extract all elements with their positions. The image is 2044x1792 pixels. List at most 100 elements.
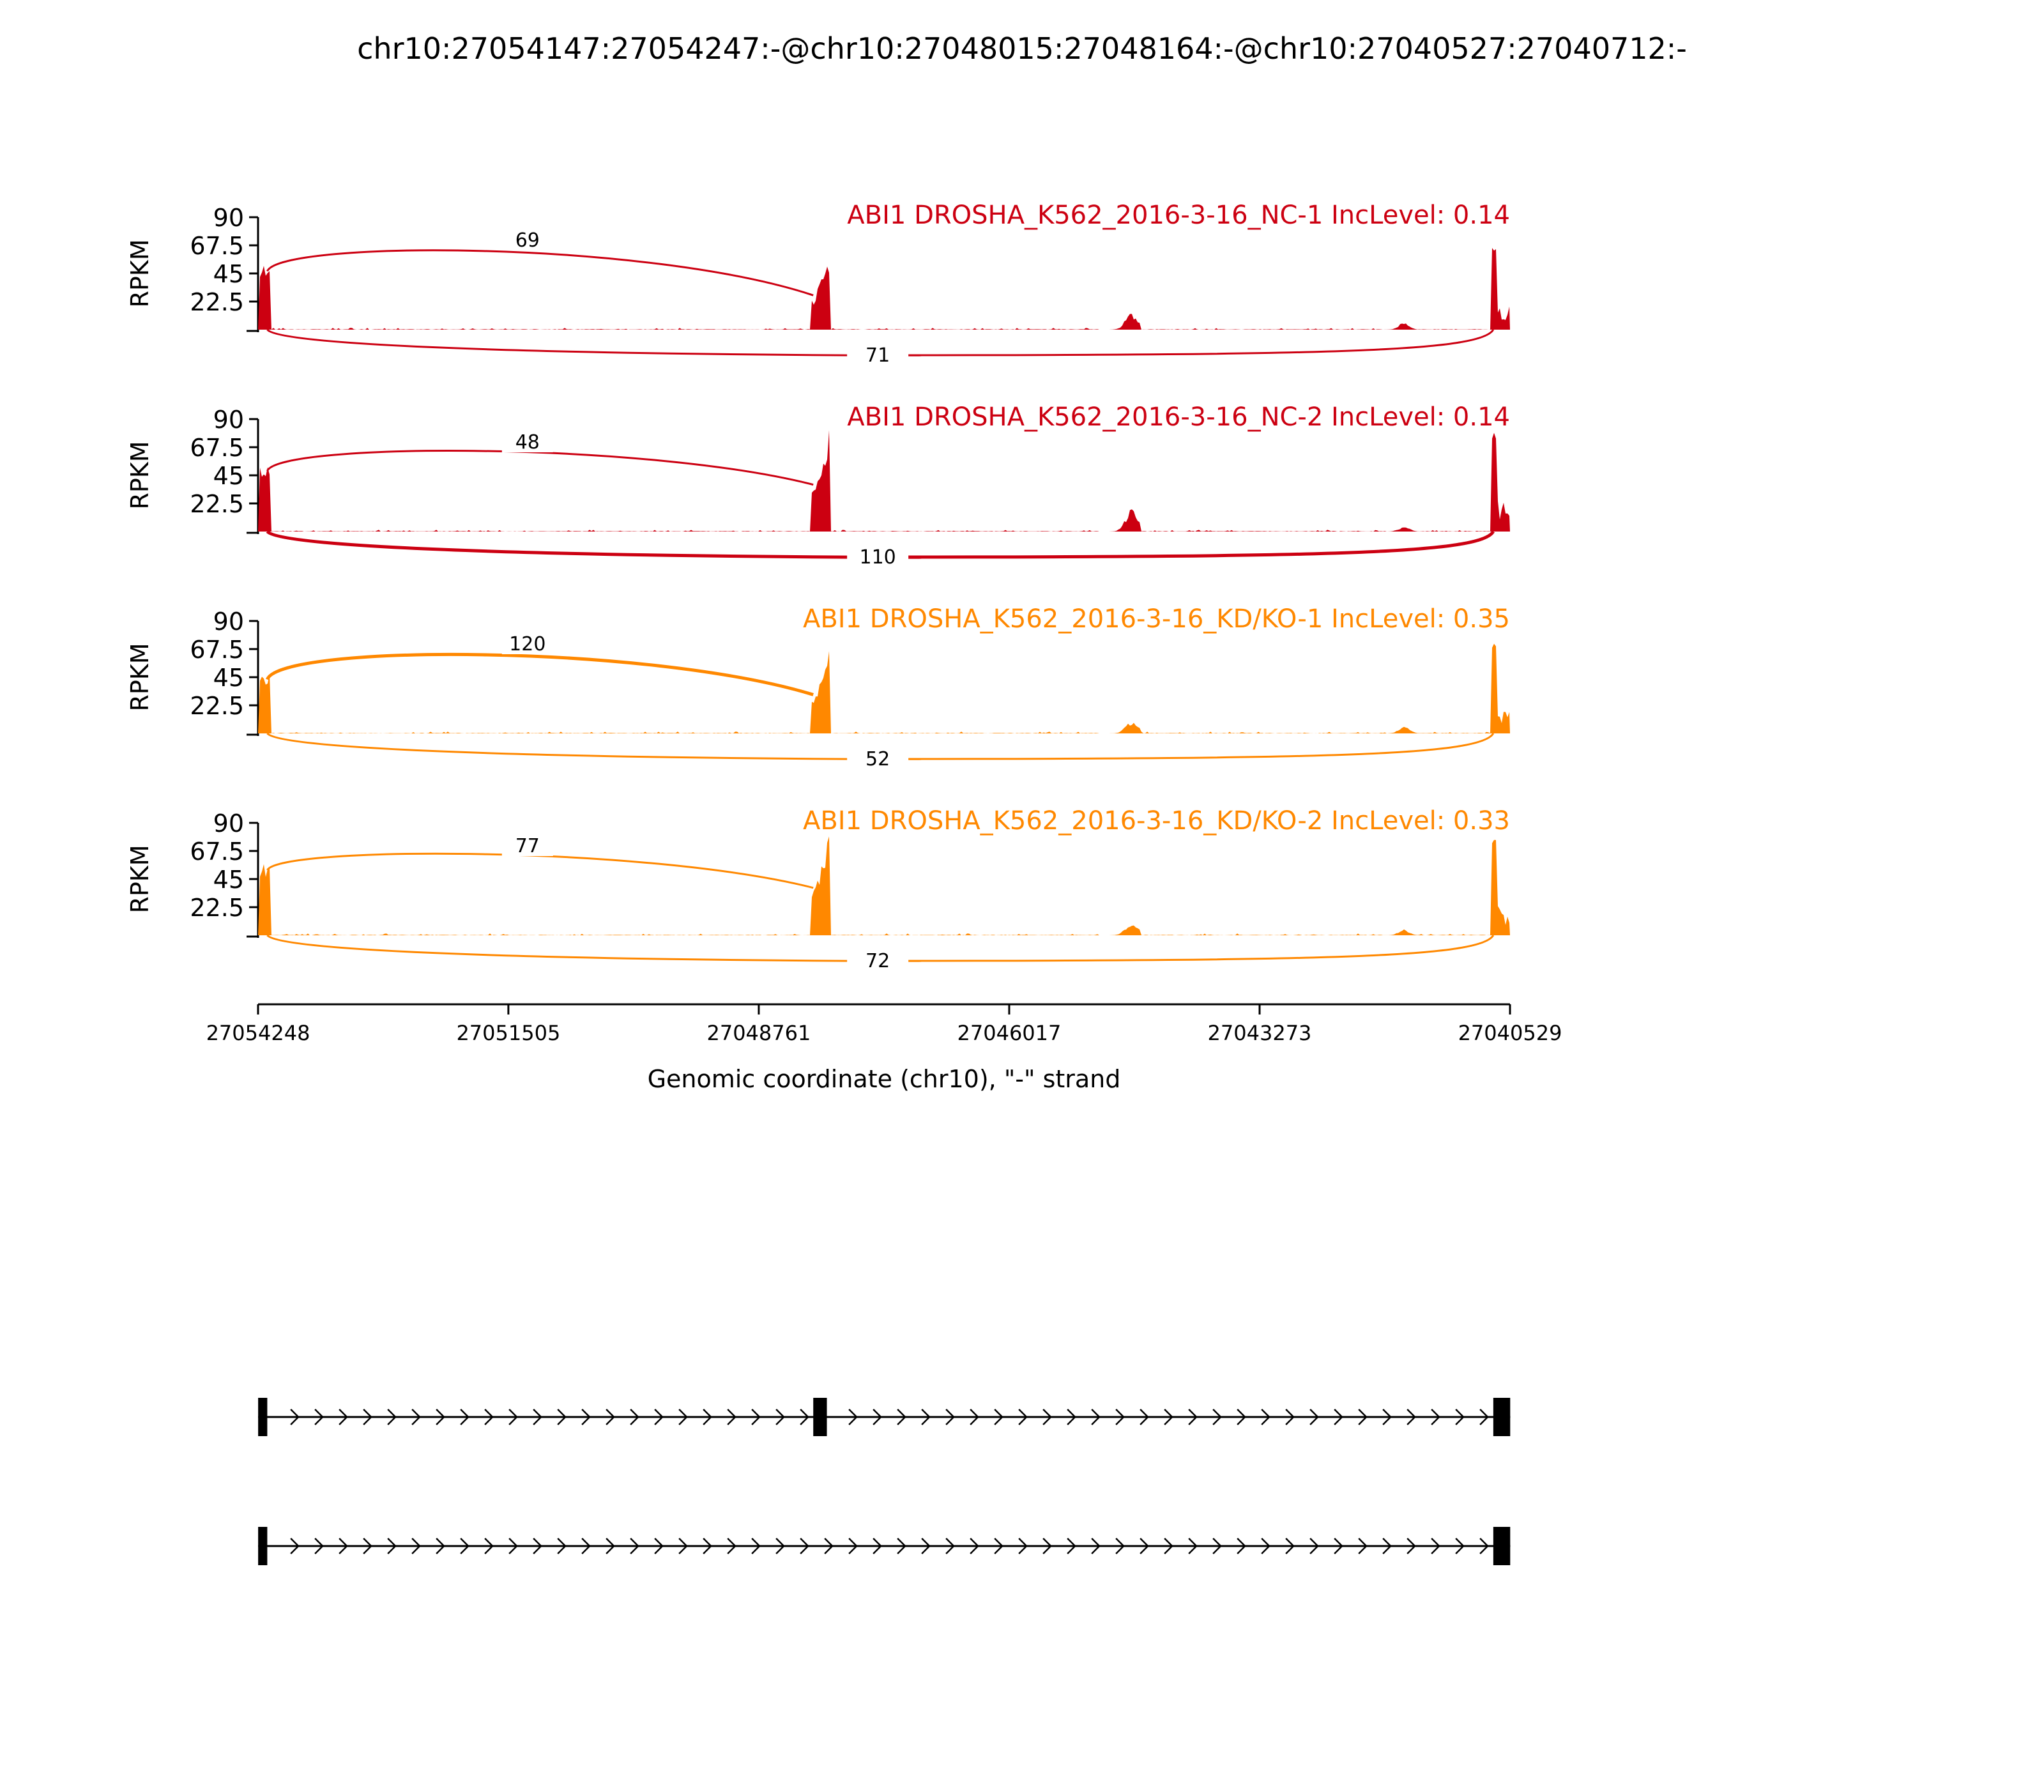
x-axis: 27054248 27051505 27048761 27046017 27043273… <box>206 1003 1562 1045</box>
junction-count-skipping: 71 <box>866 344 890 367</box>
junction-count-bg <box>501 429 553 452</box>
strand-chevron <box>994 1409 1003 1425</box>
junction-count-bg <box>847 949 909 972</box>
strand-chevron <box>581 1538 591 1554</box>
strand-chevron <box>339 1538 348 1554</box>
junction-count-inclusion: 120 <box>509 633 545 655</box>
strand-chevron <box>727 1409 736 1425</box>
strand-chevron <box>290 1409 300 1425</box>
isoform-inclusion <box>258 1398 1511 1436</box>
strand-chevron <box>848 1538 858 1554</box>
x-tick-label: 27048761 <box>706 1021 811 1045</box>
strand-chevron <box>1261 1538 1270 1554</box>
strand-chevron <box>1018 1538 1028 1554</box>
strand-chevron <box>800 1409 809 1425</box>
strand-chevron <box>363 1538 372 1554</box>
strand-chevron <box>1285 1409 1295 1425</box>
junction-count-bg <box>847 747 909 770</box>
strand-chevron <box>1067 1409 1076 1425</box>
isoform-skipping <box>258 1527 1511 1565</box>
strand-chevron <box>387 1538 397 1554</box>
junction-arc-skipping <box>266 732 1495 760</box>
strand-chevron <box>363 1409 372 1425</box>
strand-chevron <box>290 1538 300 1554</box>
exon-block-upstream <box>258 1398 268 1436</box>
strand-chevron <box>314 1409 324 1425</box>
strand-chevron <box>460 1538 469 1554</box>
strand-chevron <box>897 1538 906 1554</box>
strand-chevron <box>630 1409 639 1425</box>
strand-chevron <box>460 1409 469 1425</box>
strand-chevron <box>921 1409 931 1425</box>
x-tick-label: 27054248 <box>206 1021 310 1045</box>
strand-chevron <box>630 1538 639 1554</box>
strand-chevron <box>654 1538 664 1554</box>
strand-chevron <box>1455 1538 1465 1554</box>
strand-chevron <box>581 1409 591 1425</box>
strand-chevron <box>484 1409 494 1425</box>
junction-count-inclusion: 69 <box>515 229 540 252</box>
strand-chevron <box>775 1538 785 1554</box>
coverage-area <box>258 643 1510 733</box>
strand-chevron <box>654 1409 664 1425</box>
strand-chevron <box>1382 1538 1392 1554</box>
strand-chevron <box>873 1538 882 1554</box>
strand-chevron <box>751 1409 761 1425</box>
y-tick-label: 45 <box>213 260 244 288</box>
y-tick-label: 22.5 <box>190 894 244 922</box>
strand-chevron <box>1407 1538 1416 1554</box>
y-tick-label: 22.5 <box>190 692 244 720</box>
strand-chevron <box>1309 1538 1319 1554</box>
strand-chevron <box>1212 1538 1222 1554</box>
y-tick-label: 45 <box>213 866 244 894</box>
gene-model <box>258 1398 1511 1565</box>
junction-arc-skipping <box>266 328 1495 356</box>
strand-chevron <box>897 1409 906 1425</box>
junction-arc-skipping <box>266 934 1495 962</box>
junction-arc-inclusion <box>266 652 814 696</box>
y-axis-label: RPKM <box>126 845 154 913</box>
strand-chevron <box>1115 1538 1125 1554</box>
exon-block-downstream <box>1493 1398 1511 1436</box>
strand-chevron <box>1091 1409 1101 1425</box>
x-tick-label: 27046017 <box>957 1021 1062 1045</box>
junction-arc-inclusion <box>266 450 814 486</box>
y-axis-label: RPKM <box>126 239 154 307</box>
strand-chevron <box>800 1538 809 1554</box>
strand-chevron <box>1358 1409 1368 1425</box>
strand-chevron <box>1455 1409 1465 1425</box>
y-tick-label: 90 <box>213 809 244 838</box>
strand-chevron <box>873 1409 882 1425</box>
junction-count-bg <box>847 546 909 569</box>
strand-chevron <box>1237 1538 1246 1554</box>
strand-chevron <box>994 1538 1003 1554</box>
strand-chevron <box>1042 1409 1052 1425</box>
strand-chevron <box>411 1538 421 1554</box>
figure-title: chr10:27054147:27054247:-@chr10:27048015… <box>357 31 1687 66</box>
strand-chevron <box>1334 1409 1343 1425</box>
strand-chevron <box>1309 1409 1319 1425</box>
coverage-area <box>258 836 1510 935</box>
strand-chevron <box>484 1538 494 1554</box>
exon-block-upstream <box>258 1527 268 1565</box>
junction-arc-inclusion <box>266 249 814 296</box>
panel-label: ABI1 DROSHA_K562_2016-3-16_KD/KO-1 IncLe… <box>803 604 1510 634</box>
strand-chevron <box>1115 1409 1125 1425</box>
junction-arc-inclusion <box>266 852 814 889</box>
panel-label: ABI1 DROSHA_K562_2016-3-16_NC-1 IncLevel… <box>847 201 1510 230</box>
strand-chevron <box>1140 1409 1149 1425</box>
y-tick-label: 22.5 <box>190 490 244 518</box>
strand-chevron <box>314 1538 324 1554</box>
x-tick-label: 27051505 <box>456 1021 560 1045</box>
strand-chevron <box>751 1538 761 1554</box>
y-tick-label: 67.5 <box>190 434 244 462</box>
strand-chevron <box>727 1538 736 1554</box>
strand-chevron <box>1212 1409 1222 1425</box>
strand-chevron <box>921 1538 931 1554</box>
strand-chevron <box>678 1538 688 1554</box>
